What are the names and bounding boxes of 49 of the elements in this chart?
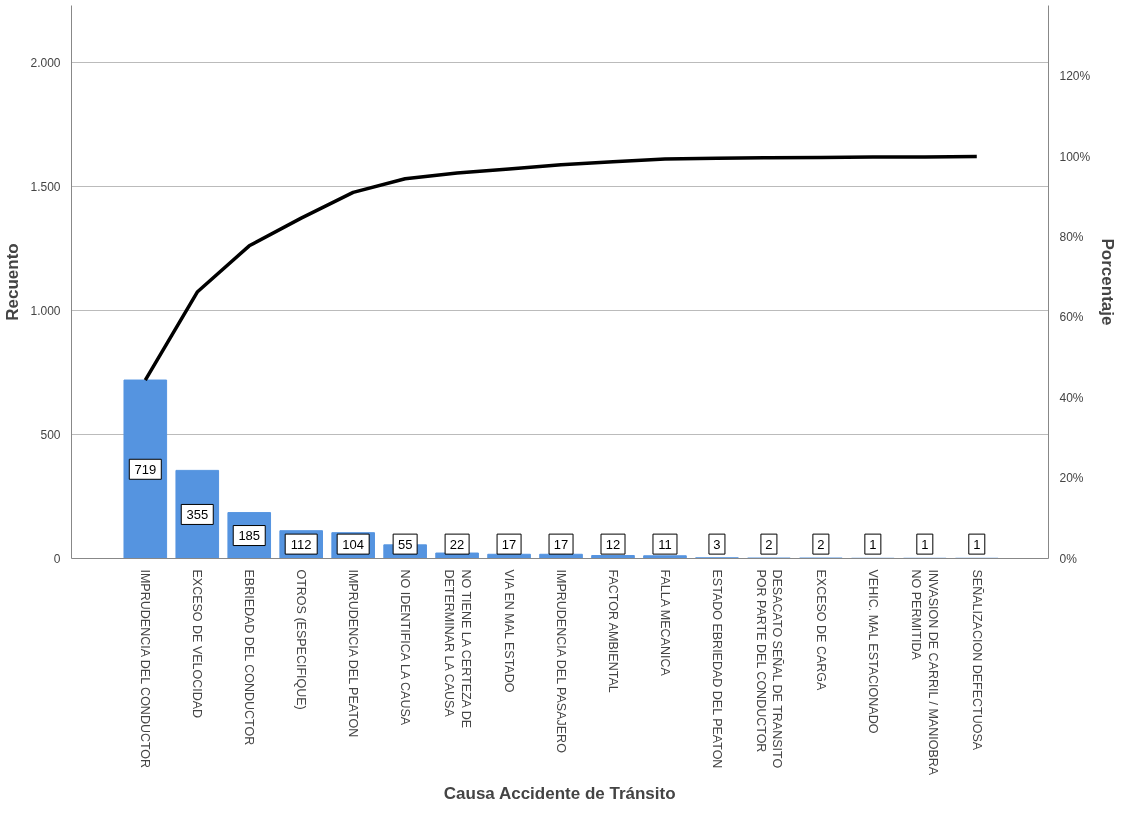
y-tick-label: 1.000	[30, 303, 61, 318]
data-label: 17	[501, 536, 517, 552]
x-tick-label: OTROS (ESPECIFIQUE)	[294, 569, 309, 710]
x-tick-label: VIA EN MAL ESTADO	[502, 569, 517, 693]
data-label: 104	[342, 536, 365, 552]
data-label: 112	[290, 536, 312, 552]
y2-tick-label: 40%	[1059, 390, 1084, 405]
x-tick-label: NO IDENTIFICA LA CAUSA	[398, 569, 413, 726]
y2-tick-label: 20%	[1059, 471, 1084, 486]
y2-tick-label: 0%	[1059, 551, 1078, 566]
y-tick-label: 1.500	[30, 179, 61, 194]
y2-axis-title: Porcentaje	[1098, 238, 1118, 326]
data-label: 355	[186, 506, 209, 522]
y-tick-label: 0	[53, 552, 61, 566]
x-axis-title: Causa Accidente de Tránsito	[443, 783, 676, 803]
x-tick-label: FALLA MECANICA	[657, 569, 672, 677]
x-tick-label: ESTADO EBRIEDAD DEL PEATON	[709, 569, 724, 769]
x-tick-label: FACTOR AMBIENTAL	[606, 569, 621, 693]
x-tick-label: IMPRUDENCIA DEL PEATON	[346, 569, 361, 738]
x-tick-label: IMPRUDENCIA DEL CONDUCTOR	[138, 569, 153, 769]
data-label: 2	[765, 536, 773, 552]
x-tick-label: NO TIENE LA CERTEZA DE DETERMINAR LA CAUSA	[441, 569, 473, 729]
data-label: 719	[134, 461, 157, 477]
x-tick-label: DESACATO SEÑAL DE TRANSITO POR PARTE DEL CONDUCTOR	[753, 569, 785, 769]
y2-tick-label: 100%	[1059, 149, 1091, 164]
data-label: 11	[658, 536, 672, 552]
y-axis-title: Recuento	[3, 243, 23, 321]
data-label: 17	[553, 536, 569, 552]
y2-tick-label: 60%	[1059, 310, 1084, 325]
x-tick-label: EXCESO DE VELOCIDAD	[190, 569, 205, 719]
data-label: 2	[817, 536, 825, 552]
x-tick-label: EBRIEDAD DEL CONDUCTOR	[242, 569, 257, 746]
data-label: 12	[605, 536, 621, 552]
data-label: 185	[238, 528, 261, 544]
y2-tick-label: 80%	[1059, 229, 1084, 244]
x-tick-label: SEÑALIZACION DEFECTUOSA	[969, 569, 984, 751]
y-tick-label: 500	[40, 427, 61, 442]
data-label: 1	[921, 536, 929, 552]
data-label: 1	[973, 536, 981, 552]
x-tick-label: IMPRUDENCIA DEL PASAJERO	[554, 569, 569, 754]
x-tick-label: EXCESO DE CARGA	[813, 569, 828, 692]
y2-tick-label: 120%	[1059, 69, 1091, 84]
data-label: 22	[449, 536, 465, 552]
y-tick-label: 2.000	[30, 55, 61, 70]
data-label: 55	[397, 536, 413, 552]
x-tick-label: INVASION DE CARRIL / MANIOBRA NO PERMITIDA	[909, 569, 941, 776]
data-label: 3	[713, 536, 721, 552]
x-tick-label: VEHIC. MAL ESTACIONADO	[865, 569, 880, 734]
data-label: 1	[869, 536, 877, 552]
